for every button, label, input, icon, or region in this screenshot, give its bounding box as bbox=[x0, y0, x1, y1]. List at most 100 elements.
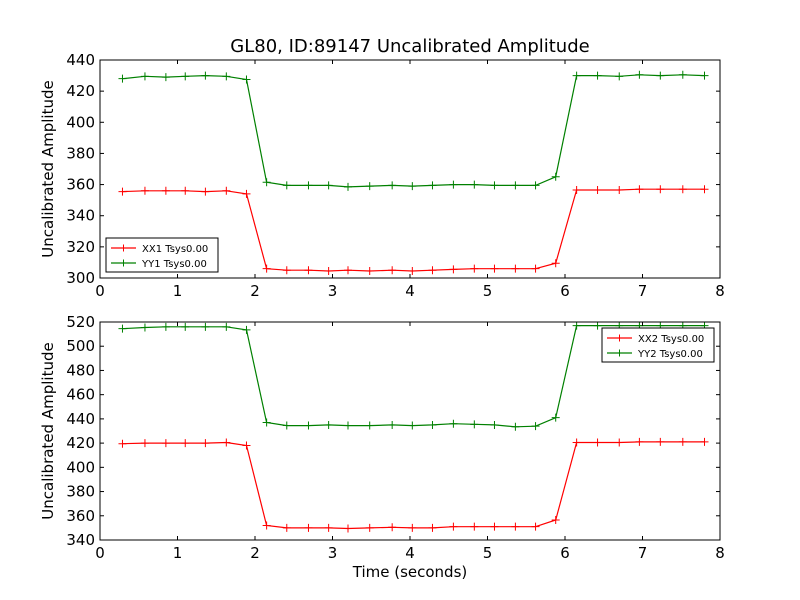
y-tick-label: 420 bbox=[66, 82, 95, 100]
data-point bbox=[140, 323, 149, 332]
data-point bbox=[388, 523, 397, 532]
x-tick-label: 0 bbox=[95, 544, 105, 562]
data-point bbox=[262, 178, 271, 187]
data-point bbox=[282, 181, 291, 190]
x-tick-label: 1 bbox=[173, 282, 183, 300]
legend-marker bbox=[616, 349, 623, 357]
data-point bbox=[572, 322, 581, 330]
data-point bbox=[678, 185, 687, 194]
x-tick-label: 7 bbox=[638, 544, 648, 562]
x-tick-label: 7 bbox=[638, 282, 648, 300]
data-point bbox=[615, 72, 624, 81]
data-point bbox=[222, 322, 231, 331]
data-point bbox=[344, 421, 352, 430]
data-point bbox=[551, 172, 560, 181]
data-point bbox=[511, 181, 520, 190]
data-point bbox=[161, 186, 170, 195]
data-point bbox=[161, 439, 170, 448]
data-point bbox=[511, 264, 520, 273]
series-line bbox=[122, 441, 705, 530]
chart-title: GL80, ID:89147 Uncalibrated Amplitude bbox=[230, 36, 589, 57]
x-tick-label: 6 bbox=[560, 282, 570, 300]
data-point bbox=[678, 70, 687, 79]
y-tick-label: 320 bbox=[66, 238, 95, 256]
data-point bbox=[388, 181, 397, 190]
y-tick-label: 400 bbox=[66, 113, 95, 131]
data-point bbox=[428, 523, 437, 532]
data-point bbox=[593, 438, 602, 447]
y-tick-label: 440 bbox=[66, 410, 95, 428]
data-point bbox=[140, 186, 149, 195]
data-point bbox=[656, 185, 665, 194]
x-tick-label: 0 bbox=[95, 282, 105, 300]
data-point bbox=[282, 421, 291, 430]
data-point bbox=[344, 182, 352, 191]
legend: XX2 Tsys0.00 YY2 Tsys0.00 bbox=[601, 327, 715, 363]
data-point bbox=[201, 322, 210, 331]
x-tick-label: 5 bbox=[483, 282, 493, 300]
data-point bbox=[222, 186, 231, 195]
data-point bbox=[282, 523, 291, 532]
top-plot: 0 1 2 3 4 5 6 7 8 300 320 340 360 380 400 420 440 Uncalib… bbox=[39, 51, 725, 300]
data-point bbox=[700, 71, 709, 80]
data-point bbox=[161, 322, 170, 331]
data-point bbox=[656, 71, 665, 80]
data-point bbox=[408, 421, 417, 430]
x-tick-label: 1 bbox=[173, 544, 183, 562]
data-point bbox=[428, 266, 437, 275]
data-point bbox=[344, 266, 352, 275]
data-point bbox=[408, 523, 417, 532]
data-point bbox=[365, 266, 374, 275]
data-point bbox=[282, 266, 291, 275]
y-tick-label: 440 bbox=[66, 51, 95, 69]
data-point bbox=[490, 522, 499, 531]
data-point bbox=[551, 413, 560, 422]
data-point bbox=[615, 438, 624, 447]
data-point bbox=[262, 264, 271, 273]
y-tick-label: 520 bbox=[66, 313, 95, 331]
legend-entry: XX2 Tsys0.00 bbox=[638, 334, 704, 345]
data-point bbox=[449, 419, 458, 428]
series-1 bbox=[118, 185, 709, 275]
y-tick-label: 300 bbox=[66, 269, 95, 287]
data-point bbox=[222, 438, 231, 447]
data-point bbox=[118, 74, 127, 83]
y-tick-label: 420 bbox=[66, 434, 95, 452]
legend-entry: XX1 Tsys0.00 bbox=[142, 244, 208, 255]
series-2 bbox=[118, 70, 709, 191]
data-point bbox=[470, 264, 479, 273]
data-point bbox=[511, 422, 520, 431]
data-point bbox=[181, 186, 190, 195]
x-tick-label: 4 bbox=[405, 282, 415, 300]
bottom-plot: 0 1 2 3 4 5 6 7 8 340 360 380 400 420 440 460 480 500 520 U… bbox=[39, 313, 725, 581]
data-point bbox=[449, 522, 458, 531]
data-point bbox=[242, 189, 251, 198]
data-point bbox=[408, 182, 417, 191]
data-point bbox=[635, 70, 644, 79]
data-point bbox=[304, 421, 313, 430]
data-point bbox=[388, 420, 397, 429]
data-point bbox=[531, 264, 540, 273]
data-point bbox=[551, 516, 560, 525]
y-tick-label: 480 bbox=[66, 361, 95, 379]
x-tick-label: 8 bbox=[715, 544, 725, 562]
series-2 bbox=[118, 322, 709, 431]
data-point bbox=[656, 437, 665, 446]
data-point bbox=[181, 322, 190, 331]
data-point bbox=[700, 437, 709, 446]
data-point bbox=[344, 524, 352, 533]
data-point bbox=[242, 441, 251, 450]
data-point bbox=[161, 73, 170, 82]
data-point bbox=[490, 264, 499, 273]
data-point bbox=[449, 265, 458, 274]
data-point bbox=[635, 185, 644, 194]
data-point bbox=[593, 71, 602, 80]
data-point bbox=[140, 439, 149, 448]
data-point bbox=[470, 522, 479, 531]
data-point bbox=[365, 523, 374, 532]
x-axis-label: Time (seconds) bbox=[352, 563, 468, 581]
data-point bbox=[304, 181, 313, 190]
data-point bbox=[242, 325, 251, 334]
data-point bbox=[678, 437, 687, 446]
